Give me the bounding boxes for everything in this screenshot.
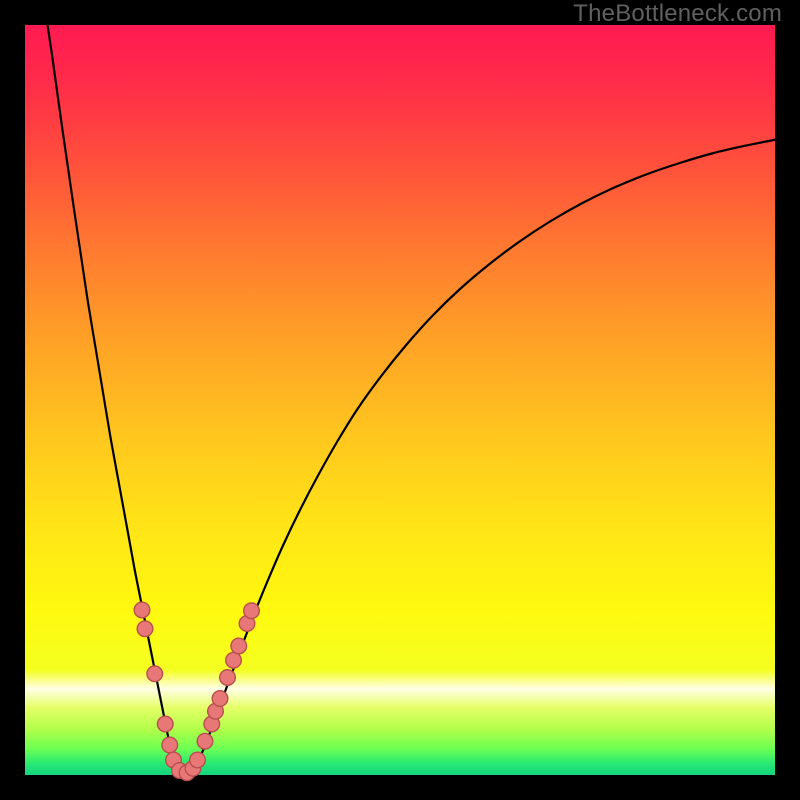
watermark-text: TheBottleneck.com <box>573 0 782 28</box>
data-marker <box>134 602 150 618</box>
data-marker <box>220 670 236 686</box>
data-marker <box>231 638 247 654</box>
data-marker <box>212 691 228 707</box>
data-marker <box>190 752 206 768</box>
plot-background <box>25 25 775 775</box>
data-marker <box>197 733 213 749</box>
bottleneck-curve-chart: TheBottleneck.com <box>0 0 800 800</box>
data-marker <box>226 652 242 668</box>
chart-svg <box>0 0 800 800</box>
data-marker <box>137 621 153 637</box>
data-marker <box>157 716 173 732</box>
data-marker <box>147 666 163 682</box>
data-marker <box>244 603 260 619</box>
data-marker <box>162 737 178 753</box>
